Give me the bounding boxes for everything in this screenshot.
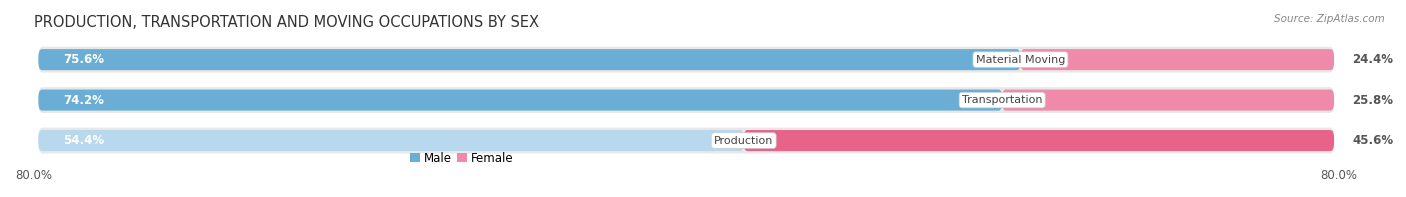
Text: PRODUCTION, TRANSPORTATION AND MOVING OCCUPATIONS BY SEX: PRODUCTION, TRANSPORTATION AND MOVING OC… — [34, 15, 538, 30]
Legend: Male, Female: Male, Female — [405, 147, 517, 169]
Text: Transportation: Transportation — [962, 95, 1042, 105]
Text: Material Moving: Material Moving — [976, 55, 1066, 65]
FancyBboxPatch shape — [38, 130, 744, 151]
FancyBboxPatch shape — [38, 87, 1334, 113]
FancyBboxPatch shape — [38, 47, 1334, 72]
Text: 74.2%: 74.2% — [63, 94, 104, 107]
Text: Production: Production — [714, 136, 773, 146]
Text: 45.6%: 45.6% — [1353, 134, 1393, 147]
Text: 54.4%: 54.4% — [63, 134, 104, 147]
FancyBboxPatch shape — [744, 130, 1334, 151]
Text: 25.8%: 25.8% — [1353, 94, 1393, 107]
Text: 75.6%: 75.6% — [63, 53, 104, 66]
FancyBboxPatch shape — [38, 90, 1002, 111]
FancyBboxPatch shape — [38, 49, 1021, 70]
FancyBboxPatch shape — [38, 128, 1334, 153]
FancyBboxPatch shape — [1021, 49, 1334, 70]
Text: Source: ZipAtlas.com: Source: ZipAtlas.com — [1274, 14, 1385, 24]
Text: 24.4%: 24.4% — [1353, 53, 1393, 66]
FancyBboxPatch shape — [1002, 90, 1334, 111]
